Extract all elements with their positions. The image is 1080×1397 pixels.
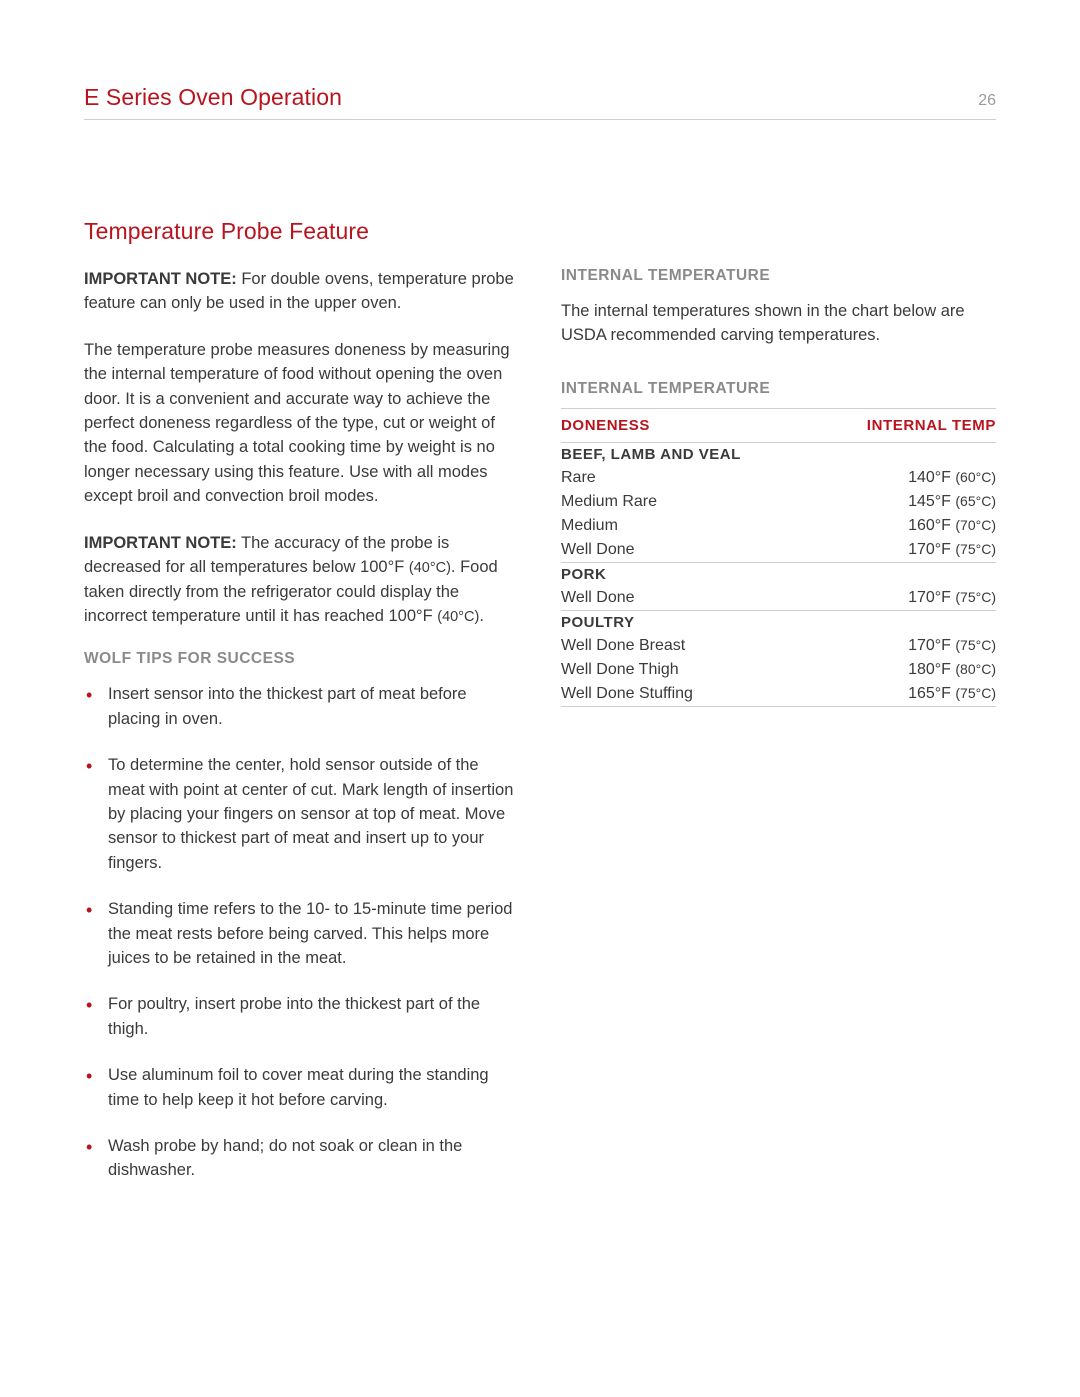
column-header-temp: INTERNAL TEMP [781, 408, 996, 442]
internal-temp-intro: The internal temperatures shown in the c… [561, 299, 996, 348]
category-row-pork: PORK [561, 562, 996, 586]
table-row: Medium 160°F (70°C) [561, 514, 996, 538]
list-item: To determine the center, hold sensor out… [84, 753, 519, 875]
category-label: POULTRY [561, 610, 996, 634]
list-item: Insert sensor into the thickest part of … [84, 682, 519, 731]
chapter-title: E Series Oven Operation [84, 84, 342, 111]
note-text: . [479, 607, 484, 625]
content-columns: IMPORTANT NOTE: For double ovens, temper… [84, 267, 996, 1205]
list-item: Standing time refers to the 10- to 15-mi… [84, 897, 519, 970]
category-row-beef: BEEF, LAMB AND VEAL [561, 442, 996, 466]
list-item: Use aluminum foil to cover meat during t… [84, 1063, 519, 1112]
temp-celsius: (40°C) [409, 560, 451, 576]
temp-value: 160°F (70°C) [781, 514, 996, 538]
note-label: IMPORTANT NOTE: [84, 270, 237, 288]
table-row: Well Done Breast 170°F (75°C) [561, 634, 996, 658]
important-note-1: IMPORTANT NOTE: For double ovens, temper… [84, 267, 519, 316]
temp-value: 170°F (75°C) [781, 634, 996, 658]
doneness-label: Well Done [561, 538, 781, 563]
doneness-label: Well Done Stuffing [561, 682, 781, 707]
right-column: INTERNAL TEMPERATURE The internal temper… [561, 267, 996, 1205]
category-label: BEEF, LAMB AND VEAL [561, 442, 996, 466]
column-header-doneness: DONENESS [561, 408, 781, 442]
category-label: PORK [561, 562, 996, 586]
temp-value: 140°F (60°C) [781, 466, 996, 490]
doneness-label: Rare [561, 466, 781, 490]
table-row: Well Done 170°F (75°C) [561, 586, 996, 611]
table-row: Well Done Stuffing 165°F (75°C) [561, 682, 996, 707]
paragraph-description: The temperature probe measures doneness … [84, 338, 519, 509]
page-header: E Series Oven Operation 26 [84, 84, 996, 120]
tips-heading: WOLF TIPS FOR SUCCESS [84, 650, 519, 668]
table-row: Well Done Thigh 180°F (80°C) [561, 658, 996, 682]
doneness-label: Well Done Thigh [561, 658, 781, 682]
temp-value: 170°F (75°C) [781, 538, 996, 563]
left-column: IMPORTANT NOTE: For double ovens, temper… [84, 267, 519, 1205]
temp-celsius: (40°C) [437, 609, 479, 625]
table-row: Rare 140°F (60°C) [561, 466, 996, 490]
table-row: Well Done 170°F (75°C) [561, 538, 996, 563]
temp-value: 165°F (75°C) [781, 682, 996, 707]
note-label: IMPORTANT NOTE: [84, 534, 237, 552]
doneness-label: Well Done Breast [561, 634, 781, 658]
important-note-2: IMPORTANT NOTE: The accuracy of the prob… [84, 531, 519, 629]
table-row: Medium Rare 145°F (65°C) [561, 490, 996, 514]
table-title: INTERNAL TEMPERATURE [561, 380, 996, 398]
list-item: Wash probe by hand; do not soak or clean… [84, 1134, 519, 1183]
doneness-label: Well Done [561, 586, 781, 611]
temp-value: 145°F (65°C) [781, 490, 996, 514]
list-item: For poultry, insert probe into the thick… [84, 992, 519, 1041]
page-number: 26 [978, 92, 996, 110]
temp-value: 170°F (75°C) [781, 586, 996, 611]
internal-temperature-table: DONENESS INTERNAL TEMP BEEF, LAMB AND VE… [561, 408, 996, 707]
table-header-row: DONENESS INTERNAL TEMP [561, 408, 996, 442]
tips-list: Insert sensor into the thickest part of … [84, 682, 519, 1183]
doneness-label: Medium Rare [561, 490, 781, 514]
category-row-poultry: POULTRY [561, 610, 996, 634]
internal-temp-heading: INTERNAL TEMPERATURE [561, 267, 996, 285]
temp-value: 180°F (80°C) [781, 658, 996, 682]
doneness-label: Medium [561, 514, 781, 538]
section-title: Temperature Probe Feature [84, 218, 996, 245]
